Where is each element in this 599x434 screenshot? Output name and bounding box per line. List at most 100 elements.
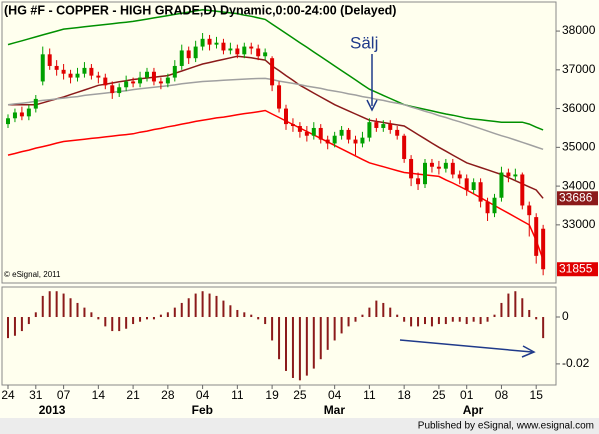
oscillator-bar xyxy=(236,309,239,318)
candle-body xyxy=(485,201,490,214)
band-line xyxy=(7,109,544,260)
x-tick-label: 14 xyxy=(92,388,106,402)
candle-body xyxy=(75,73,80,78)
oscillator-bar xyxy=(326,317,329,350)
band-line xyxy=(8,55,544,199)
candle-body xyxy=(47,54,52,66)
oscillator-bar xyxy=(243,312,246,318)
annotation: Sälj xyxy=(350,33,378,52)
candle-body xyxy=(249,46,254,49)
candle-body xyxy=(40,54,45,82)
last-value-box xyxy=(557,191,598,206)
oscillator-bar xyxy=(340,317,343,334)
oscillator-bar xyxy=(430,317,433,327)
oscillator-bar xyxy=(305,317,308,376)
candle-body xyxy=(416,178,421,185)
candle-body xyxy=(457,174,462,179)
oscillator-bar xyxy=(90,312,93,318)
band-line xyxy=(7,77,544,151)
candle-body xyxy=(158,81,163,84)
oscillator-bar xyxy=(69,298,72,318)
oscillator-bar xyxy=(76,302,79,318)
candle-body xyxy=(423,162,427,185)
oscillator-bar xyxy=(521,298,524,318)
candle-body xyxy=(506,172,511,177)
oscillator-bar xyxy=(152,317,155,320)
oscillator-bar xyxy=(278,317,281,360)
marks xyxy=(6,9,560,389)
last-value-label: 31855 xyxy=(559,261,593,275)
candle-body xyxy=(304,131,309,136)
candle-body xyxy=(534,217,539,256)
oscillator-bar xyxy=(257,317,260,320)
oscillator-bar xyxy=(173,307,176,318)
candle-body xyxy=(6,118,10,125)
oscillator-bar xyxy=(194,293,197,318)
candle-body xyxy=(172,65,177,78)
oscillator-bar xyxy=(507,293,510,318)
oscillator-bar xyxy=(444,317,447,325)
candle-body xyxy=(242,46,247,55)
x-tick-label: 25 xyxy=(432,388,446,402)
oscillator-bar xyxy=(451,317,454,322)
candle-body xyxy=(478,182,483,202)
watermark: © eSignal, 2011 xyxy=(4,270,61,279)
oscillator-bar xyxy=(271,317,274,341)
candle-body xyxy=(221,42,226,51)
oscillator-bar xyxy=(528,309,531,318)
oscillator-bar xyxy=(111,317,114,332)
oscillator-bar xyxy=(535,317,538,320)
oscillator-bar xyxy=(48,291,51,318)
candle-body xyxy=(131,81,136,84)
y-tick-label: 35000 xyxy=(562,140,596,154)
candle-body xyxy=(346,129,351,140)
x-tick-label: 08 xyxy=(495,388,509,402)
x-tick-label: 31 xyxy=(29,388,43,402)
oscillator-bar xyxy=(180,302,183,318)
x-tick-label: 19 xyxy=(265,388,279,402)
oscillator-bar xyxy=(62,293,65,318)
last-value-label: 33686 xyxy=(559,190,593,204)
chart-title: (HG #F - COPPER - HIGH GRADE,D) Dynamic,… xyxy=(4,3,396,17)
oscillator-bar xyxy=(7,317,9,339)
last-value-box xyxy=(557,262,598,277)
oscillator-bar xyxy=(250,314,253,318)
x-tick-label: 24 xyxy=(1,388,15,402)
x-month-label: Mar xyxy=(324,403,346,417)
oscillator-bar xyxy=(166,312,169,318)
candle-body xyxy=(68,73,73,78)
oscillator-bar xyxy=(27,317,30,325)
candle-body xyxy=(429,162,434,167)
x-month-label: 2013 xyxy=(39,403,66,417)
candle-body xyxy=(145,71,149,78)
oscillator-bar xyxy=(298,317,301,381)
candle-body xyxy=(332,135,337,144)
oscillator-bar xyxy=(187,298,190,318)
x-tick-label: 07 xyxy=(57,388,71,402)
oscillator-bar xyxy=(500,302,503,318)
oscillator-bar xyxy=(13,317,16,336)
candle-body xyxy=(165,77,170,84)
x-tick-label: 21 xyxy=(126,388,140,402)
y-tick-label: 0 xyxy=(562,309,569,323)
oscillator-bar xyxy=(403,317,406,322)
candle-body xyxy=(499,172,504,198)
price-panel xyxy=(1,1,557,284)
candle-body xyxy=(54,65,59,70)
candle-body xyxy=(256,48,261,57)
candle-body xyxy=(450,162,455,175)
trend-arrow xyxy=(399,339,533,353)
oscillator-bar xyxy=(20,317,23,332)
candle-body xyxy=(200,38,205,47)
oscillator-bar xyxy=(479,317,482,325)
candle-body xyxy=(151,71,156,82)
oscillator-bar xyxy=(368,307,371,318)
y-tick-label: 34000 xyxy=(562,178,596,192)
candle-body xyxy=(103,77,108,86)
x-tick-label: 15 xyxy=(530,388,544,402)
candle-body xyxy=(311,127,316,136)
candle-body xyxy=(513,174,518,177)
oscillator-bar xyxy=(34,312,37,318)
oscillator-bar xyxy=(118,317,121,332)
x-tick-label: 28 xyxy=(161,388,175,402)
